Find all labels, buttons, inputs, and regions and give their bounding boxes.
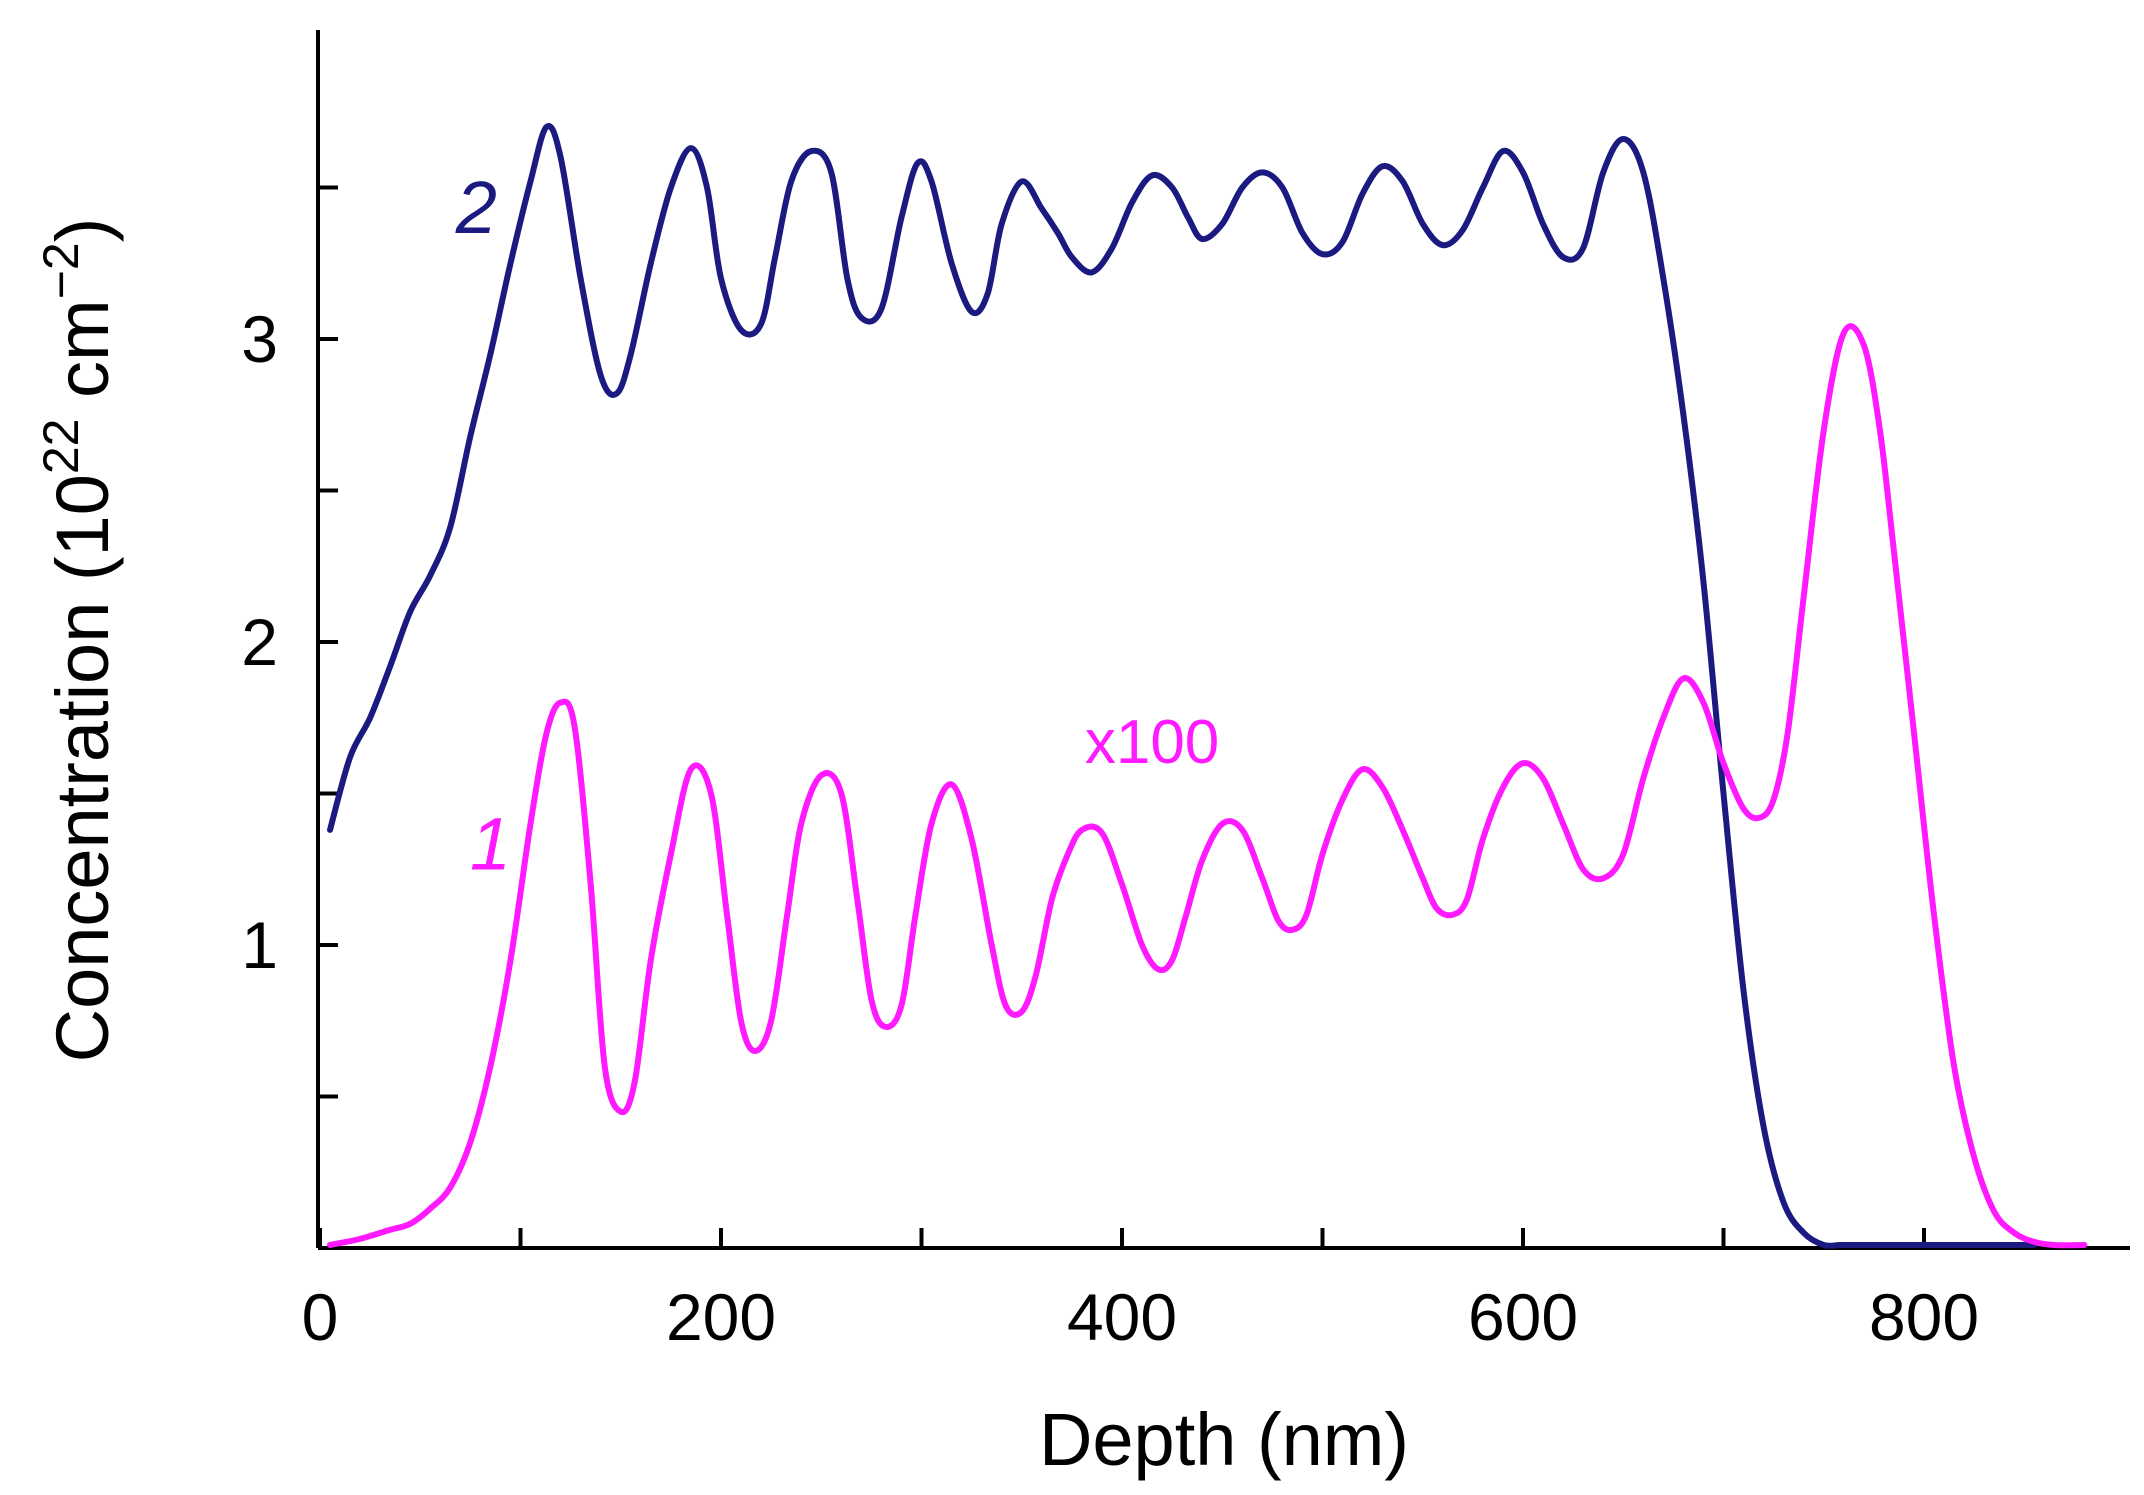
y-axis-title: Concentration (1022 cm−2)	[33, 218, 124, 1063]
x-tick-label: 0	[302, 1280, 339, 1354]
annotations: 2 1 x100	[455, 166, 1219, 885]
annotation-scale-x100: x100	[1085, 708, 1219, 777]
y-axis-title-prefix: Concentration (10	[41, 474, 124, 1062]
y-axis-title-exp1: 22	[33, 419, 89, 475]
annotation-curve-1: 1	[470, 802, 511, 885]
y-tick-label: 3	[241, 302, 278, 376]
series-line-2	[327, 123, 2038, 1249]
x-axis-title: Depth (nm)	[1039, 1398, 1409, 1481]
tick-labels: 0 200 400 600 800 1 2 3	[241, 302, 1979, 1354]
y-axis-title-exp2: −2	[33, 242, 89, 299]
y-tick-label: 1	[241, 908, 278, 982]
x-tick-label: 600	[1468, 1280, 1578, 1354]
plot-axes	[316, 30, 2130, 1250]
y-axis-title-mid: cm	[41, 299, 124, 418]
x-tick-label: 400	[1067, 1280, 1177, 1354]
series-lines	[327, 123, 2088, 1249]
annotation-curve-2: 2	[455, 166, 497, 249]
ticks	[318, 185, 1926, 1248]
y-tick-label: 2	[241, 605, 278, 679]
y-axis-title-suffix: )	[41, 218, 124, 243]
x-tick-label: 200	[666, 1280, 776, 1354]
x-tick-label: 800	[1869, 1280, 1979, 1354]
series-line-1	[327, 323, 2088, 1249]
